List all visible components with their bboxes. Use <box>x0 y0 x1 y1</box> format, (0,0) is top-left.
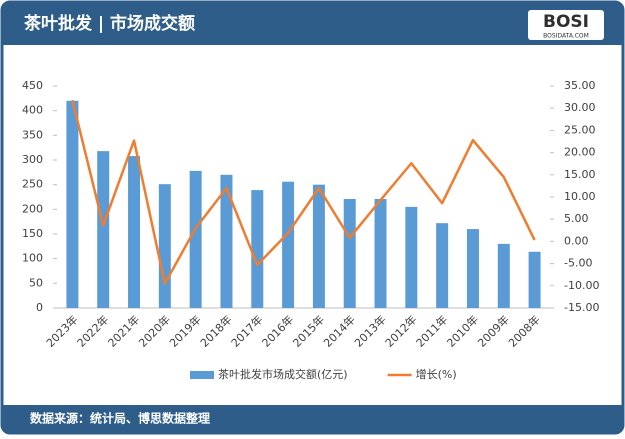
legend-swatch <box>190 371 214 379</box>
line <box>71 99 536 285</box>
logo-name: BOSI <box>543 12 589 32</box>
bar <box>374 198 387 308</box>
y-tick-label: 100 <box>22 252 43 265</box>
header-bar <box>2 2 623 45</box>
source: 数据来源：统计局、博思数据整理 <box>30 411 210 426</box>
y2-tick-label: 35.00 <box>564 79 596 92</box>
y2-tick-label: 0.00 <box>564 234 589 247</box>
bar <box>97 151 110 308</box>
bar <box>343 198 356 308</box>
y2-tick-label: 10.00 <box>564 190 596 203</box>
bar <box>282 181 295 308</box>
legend-label: 增长(%) <box>416 367 457 381</box>
y2-tick-label: 5.00 <box>564 212 589 225</box>
bar <box>220 174 233 308</box>
y2-tick-label: -15.00 <box>564 301 599 314</box>
y-tick-label: 0 <box>36 301 43 314</box>
y2-tick-label: 30.00 <box>564 101 596 114</box>
y-tick-label: 450 <box>22 79 43 92</box>
bar <box>528 251 541 308</box>
footer-bar <box>2 405 623 433</box>
bar <box>66 100 79 308</box>
bar <box>436 223 449 308</box>
logo-box <box>528 10 604 40</box>
bar <box>189 170 202 308</box>
bar <box>405 206 418 308</box>
y2-tick-label: 25.00 <box>564 123 596 136</box>
bar <box>497 243 510 308</box>
bar <box>312 184 325 308</box>
chart-title: 茶叶批发 | 市场成交额 <box>24 13 195 34</box>
y-tick-label: 400 <box>22 104 43 117</box>
y2-tick-label: -10.00 <box>564 279 599 292</box>
bar <box>251 190 264 308</box>
bar <box>158 184 171 308</box>
bar <box>466 229 479 308</box>
legend-label: 茶叶批发市场成交额(亿元) <box>218 367 348 381</box>
y-tick-label: 350 <box>22 128 43 141</box>
y-tick-label: 50 <box>29 276 43 289</box>
y-tick-label: 250 <box>22 178 43 191</box>
y2-tick-label: 15.00 <box>564 168 596 181</box>
y-tick-label: 300 <box>22 153 43 166</box>
y2-tick-label: -5.00 <box>564 257 592 270</box>
y-tick-label: 150 <box>22 227 43 240</box>
y-tick-label: 200 <box>22 202 43 215</box>
logo-site: BOSIDATA.COM <box>543 33 589 40</box>
y2-tick-label: 20.00 <box>564 146 596 159</box>
bar <box>128 156 141 308</box>
